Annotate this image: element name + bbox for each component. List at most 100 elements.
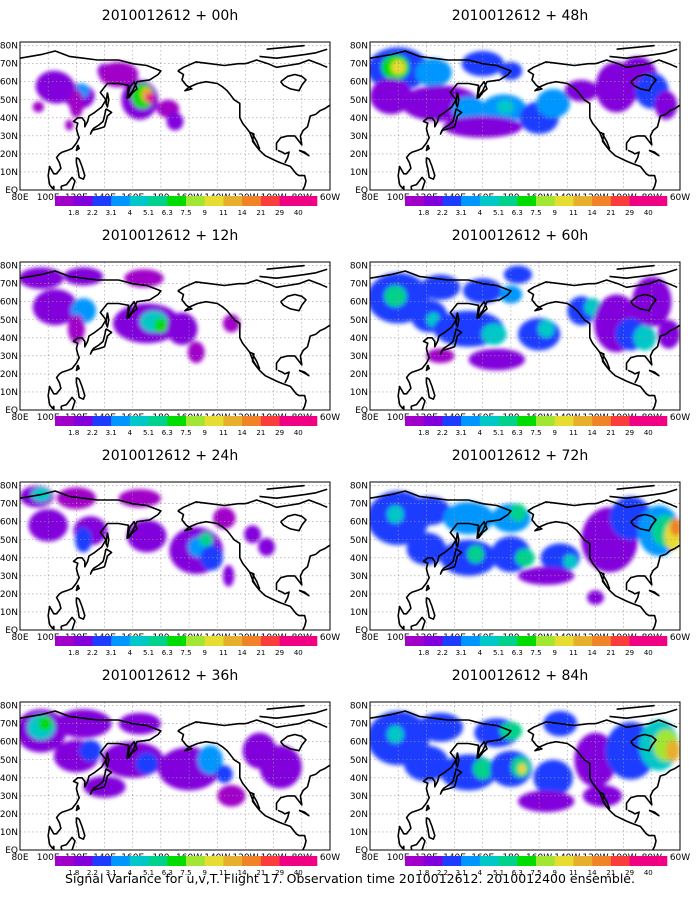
colorbar-swatch	[405, 856, 425, 866]
longitude-label: 60W	[320, 633, 340, 643]
variance-contour	[654, 90, 678, 120]
longitude-label: 80E	[361, 633, 378, 643]
coastline	[275, 544, 330, 591]
colorbar-label: 2.2	[87, 209, 98, 217]
coastline	[259, 268, 328, 279]
coastline	[20, 490, 119, 501]
longitude-label: 100E	[37, 633, 60, 643]
colorbar-label: 21	[256, 429, 265, 437]
coastline	[245, 279, 328, 289]
variance-contour	[166, 112, 184, 131]
latitude-label: 30N	[350, 572, 368, 582]
longitude-label: 100E	[37, 413, 60, 423]
colorbar-swatch	[648, 636, 668, 646]
colorbar-swatch	[298, 416, 318, 426]
colorbar-label: 7.5	[180, 429, 191, 437]
colorbar-label: 14	[588, 649, 597, 657]
coastline	[630, 293, 657, 312]
coastline	[627, 149, 640, 164]
longitude-label: 80E	[361, 853, 378, 863]
coastline	[370, 710, 469, 721]
colorbar-label: 9	[202, 649, 206, 657]
panel-title: 2010012612 + 84h	[451, 668, 589, 684]
latitude-label: 20N	[0, 590, 18, 600]
latitude-label: 50N	[350, 96, 368, 106]
variance-map: 80N70N60N50N40N30N20N10NEQ80E100E120E140…	[350, 701, 690, 877]
coastline	[47, 279, 162, 410]
colorbar-swatch	[554, 416, 574, 426]
colorbar-swatch	[92, 196, 112, 206]
colorbar-label: 3.1	[456, 209, 467, 217]
colorbar-label: 5.1	[493, 429, 504, 437]
coastline	[277, 149, 290, 164]
colorbar-swatch	[442, 856, 462, 866]
latitude-label: 40N	[0, 554, 18, 564]
coastline	[298, 369, 310, 377]
variance-contour	[386, 725, 404, 744]
colorbar-label: 3.1	[456, 649, 467, 657]
colorbar-swatch	[423, 196, 443, 206]
longitude-label: 100E	[387, 853, 410, 863]
colorbar-label: 21	[256, 869, 265, 877]
latitude-label: 70N	[0, 280, 18, 290]
coastline	[625, 324, 680, 371]
variance-contour	[259, 745, 302, 789]
map-panel: 2010012612 + 48h 80N 70N 60N 50N 40N 30N 20N 10N…	[350, 0, 690, 220]
longitude-label: 60W	[670, 633, 690, 643]
coastline	[455, 312, 460, 328]
variance-contour	[135, 752, 159, 775]
colorbar-label: 1.8	[418, 869, 429, 877]
latitude-label: 20N	[350, 150, 368, 160]
coastline	[598, 791, 611, 810]
colorbar-swatch	[298, 636, 318, 646]
coastline	[105, 312, 110, 328]
latitude-label: 70N	[350, 60, 368, 70]
colorbar-swatch	[554, 856, 574, 866]
colorbar-label: 6.3	[162, 429, 173, 437]
variance-contour	[67, 314, 85, 344]
colorbar-swatch	[442, 196, 462, 206]
coastline	[425, 804, 430, 812]
map-panel: 2010012612 + 12h 80N 70N 60N 50N 40N 30N 20N 10N…	[0, 220, 340, 440]
coastline	[177, 281, 246, 292]
colorbar-label: 4	[478, 649, 483, 657]
colorbar-swatch	[592, 856, 612, 866]
latitude-label: 40N	[350, 554, 368, 564]
coastline	[75, 584, 80, 592]
latitude-label: 30N	[0, 132, 18, 142]
latitude-label: 80N	[0, 702, 18, 712]
coastline	[75, 364, 80, 372]
coastline	[60, 396, 76, 410]
colorbar-label: 5.1	[143, 429, 154, 437]
colorbar-swatch	[629, 856, 649, 866]
coastline	[616, 704, 655, 710]
coastline	[455, 752, 460, 768]
panel-title: 2010012612 + 36h	[101, 668, 239, 684]
colorbar-label: 9	[552, 869, 556, 877]
latitude-label: 20N	[350, 590, 368, 600]
coastline	[75, 376, 86, 400]
variance-contour	[20, 267, 64, 290]
colorbar-swatch	[405, 196, 425, 206]
coastline	[275, 104, 330, 151]
latitude-label: 80N	[350, 42, 368, 52]
coastline	[595, 499, 678, 509]
variance-map: 80N70N60N50N40N30N20N10NEQ80E100E120E140…	[350, 41, 690, 217]
colorbar-swatch	[461, 636, 481, 646]
coastline	[425, 816, 436, 840]
colorbar-swatch	[479, 636, 499, 646]
coastline	[439, 768, 463, 795]
longitude-label: 60W	[320, 853, 340, 863]
colorbar-swatch	[648, 196, 668, 206]
coastline	[625, 544, 680, 591]
latitude-label: 80N	[0, 262, 18, 272]
coastline	[47, 719, 162, 850]
figure-caption: Signal Variance for u,v,T. Flight 17. Ob…	[65, 871, 635, 886]
colorbar-label: 29	[625, 429, 634, 437]
latitude-label: 10N	[350, 168, 368, 178]
coastline	[60, 176, 76, 190]
colorbar-label: 7.5	[530, 429, 541, 437]
latitude-label: 40N	[0, 774, 18, 784]
latitude-label: 70N	[350, 280, 368, 290]
colorbar-label: 40	[644, 429, 653, 437]
